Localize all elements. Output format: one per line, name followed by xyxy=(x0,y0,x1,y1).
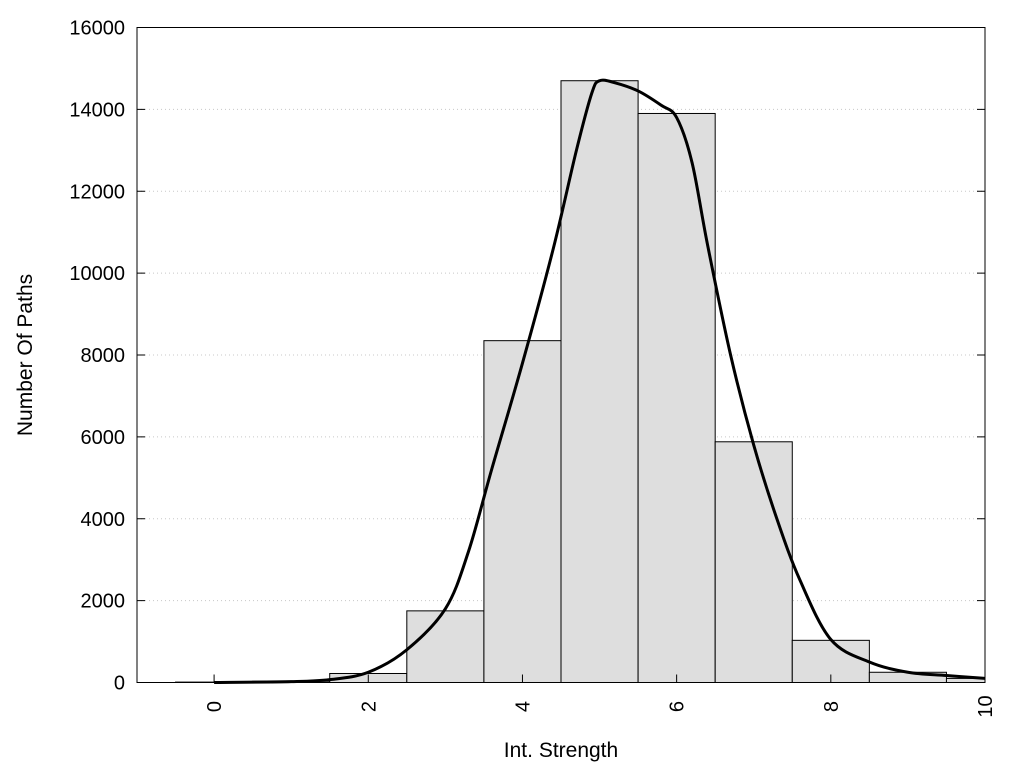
y-tick-label: 6000 xyxy=(81,427,126,449)
x-tick-label: 10 xyxy=(975,695,997,717)
y-tick-label: 0 xyxy=(114,673,125,695)
y-tick-label: 16000 xyxy=(69,18,125,40)
y-tick-label: 2000 xyxy=(81,591,126,613)
x-axis-label: Int. Strength xyxy=(504,739,618,762)
y-tick-label: 14000 xyxy=(69,99,125,121)
y-tick-labels: 0 2000 4000 6000 8000 10000 12000 14000 16000 xyxy=(69,18,125,695)
histogram-bar xyxy=(406,610,485,683)
histogram-bar xyxy=(637,112,716,683)
x-tick-label: 4 xyxy=(512,701,534,712)
y-tick-label: 8000 xyxy=(81,345,126,367)
y-tick-label: 10000 xyxy=(69,263,125,285)
y-tick-label: 4000 xyxy=(81,509,126,531)
y-axis-label: Number Of Paths xyxy=(14,274,37,436)
x-tick-label: 8 xyxy=(821,701,843,712)
x-tick-label: 2 xyxy=(358,701,380,712)
histogram-bar xyxy=(483,340,562,683)
x-tick-labels: 0 2 4 6 8 10 xyxy=(204,695,997,717)
x-tick-label: 0 xyxy=(204,701,226,712)
y-tick-label: 12000 xyxy=(69,181,125,203)
density-curve xyxy=(214,78,986,684)
x-tick-label: 6 xyxy=(667,701,689,712)
histogram-bars xyxy=(175,80,986,684)
histogram-bar xyxy=(714,441,793,683)
